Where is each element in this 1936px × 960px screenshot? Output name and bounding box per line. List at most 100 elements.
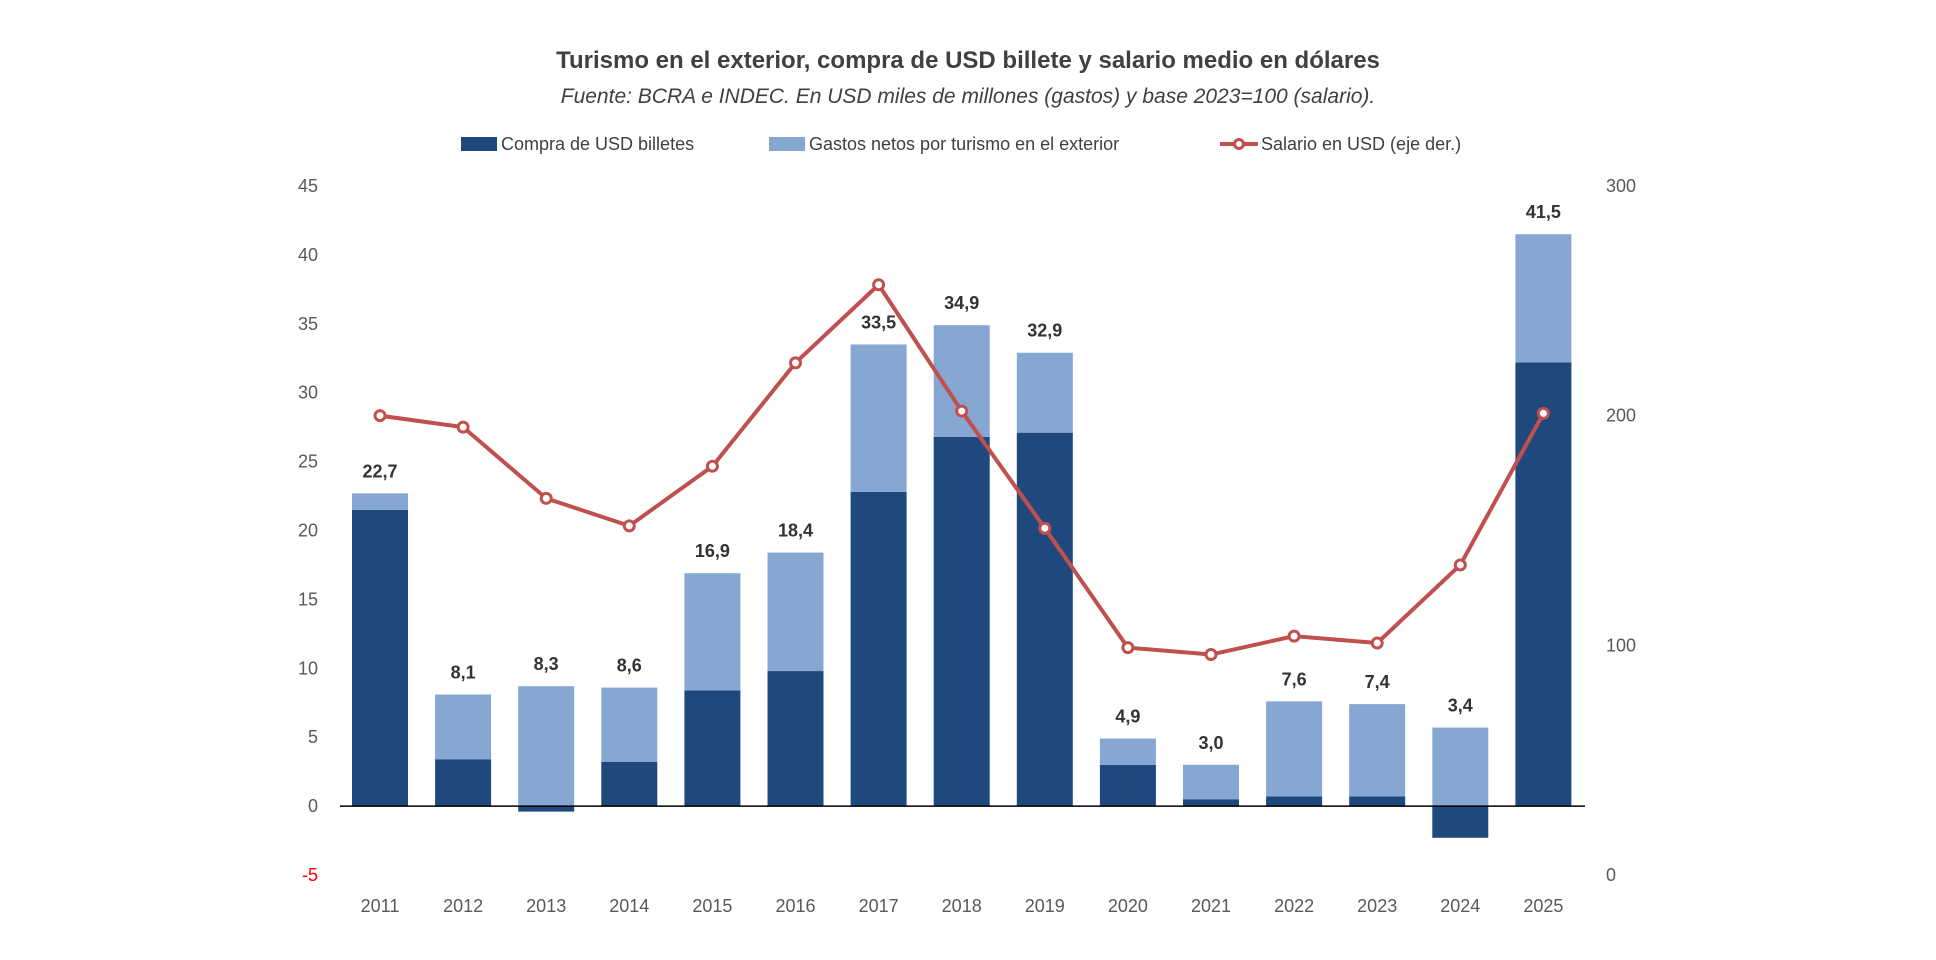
- total-data-label: 4,9: [1115, 707, 1140, 727]
- y-left-tick-label: 30: [298, 383, 318, 403]
- salary-point: [539, 491, 553, 505]
- salary-point: [373, 409, 387, 423]
- x-tick-label: 2011: [361, 896, 400, 916]
- bar-compra: [1432, 806, 1489, 838]
- chart-title: Turismo en el exterior, compra de USD bi…: [556, 47, 1380, 74]
- x-tick-label: 2017: [859, 896, 899, 916]
- total-data-label: 16,9: [695, 541, 730, 561]
- bar-gastos: [850, 344, 907, 492]
- bar-compra: [1266, 796, 1323, 807]
- salary-point: [872, 278, 886, 292]
- salary-point: [1287, 629, 1301, 643]
- y-left-tick-label: 15: [298, 589, 318, 609]
- salary-point: [1370, 636, 1384, 650]
- chart-subtitle: Fuente: BCRA e INDEC. En USD miles de mi…: [561, 85, 1376, 108]
- bar-compra: [601, 762, 658, 807]
- y-left-tick-label: 25: [298, 452, 318, 472]
- total-data-label: 8,3: [534, 654, 559, 674]
- salary-series: [373, 278, 1550, 662]
- legend-swatch-compra: [461, 137, 497, 151]
- bar-gastos: [352, 493, 408, 510]
- bar-compra: [435, 759, 492, 807]
- bar-gastos: [767, 552, 824, 672]
- y-left-tick-label: 35: [298, 314, 318, 334]
- bar-compra: [684, 690, 741, 807]
- x-tick-label: 2012: [443, 896, 483, 916]
- salary-point: [456, 420, 470, 434]
- x-tick-label: 2022: [1274, 896, 1314, 916]
- y-left-tick-label: 40: [298, 245, 318, 265]
- salary-point: [1121, 641, 1135, 655]
- total-data-label: 8,6: [617, 656, 642, 676]
- legend-item-compra: Compra de USD billetes: [461, 134, 694, 154]
- x-tick-label: 2014: [609, 896, 649, 916]
- salary-point: [1536, 406, 1550, 420]
- y-left-tick-label: 20: [298, 521, 318, 541]
- total-data-label: 34,9: [944, 293, 979, 313]
- total-data-label: 41,5: [1526, 202, 1561, 222]
- bar-gastos: [1266, 701, 1323, 797]
- y-left-tick-label: 10: [298, 658, 318, 678]
- x-tick-label: 2024: [1440, 896, 1480, 916]
- x-tick-label: 2020: [1108, 896, 1148, 916]
- bar-gastos: [1349, 704, 1406, 797]
- x-axis: 2011 2012 2013 2014 2015 2016 2017 2018 2019 2020…: [361, 896, 1564, 916]
- bar-compra: [933, 436, 990, 807]
- y-axis-left: 45 40 35 30 25 20 15 10 5 0 -5: [298, 176, 318, 885]
- bar-compra: [1099, 764, 1156, 807]
- total-data-label: 33,5: [861, 312, 896, 332]
- bar-compra: [1016, 432, 1073, 807]
- bar-compra: [1183, 799, 1239, 807]
- x-tick-label: 2025: [1523, 896, 1563, 916]
- salary-point: [1204, 648, 1218, 662]
- bar-gastos: [684, 573, 741, 691]
- y-left-tick-label: -5: [302, 865, 318, 885]
- legend-label-compra: Compra de USD billetes: [501, 134, 694, 154]
- bar-gastos: [1183, 764, 1239, 800]
- legend: Compra de USD billetes Gastos netos por …: [461, 134, 1461, 154]
- bars: [352, 234, 1572, 838]
- legend-marker-salario: [1233, 138, 1245, 150]
- y-left-tick-label: 45: [298, 176, 318, 196]
- total-data-label: 7,6: [1282, 669, 1307, 689]
- x-tick-label: 2015: [692, 896, 732, 916]
- legend-item-salario: Salario en USD (eje der.): [1220, 134, 1461, 154]
- total-data-label: 8,1: [451, 662, 476, 682]
- bar-compra: [850, 491, 907, 807]
- total-data-label: 18,4: [778, 521, 813, 541]
- x-tick-label: 2021: [1191, 896, 1231, 916]
- salary-point: [789, 356, 802, 370]
- bar-gastos: [1099, 738, 1156, 765]
- bar-compra: [518, 806, 575, 812]
- x-tick-label: 2013: [526, 896, 566, 916]
- bar-compra: [767, 671, 824, 807]
- legend-item-gastos: Gastos netos por turismo en el exterior: [769, 134, 1119, 154]
- x-tick-label: 2023: [1357, 896, 1397, 916]
- salary-point: [622, 519, 636, 533]
- y-right-tick-label: 300: [1606, 176, 1636, 196]
- y-right-tick-label: 0: [1606, 865, 1616, 885]
- total-data-label: 7,4: [1365, 672, 1390, 692]
- total-data-label: 3,0: [1198, 733, 1223, 753]
- bar-compra: [352, 509, 408, 807]
- data-labels: 22,7 8,1 8,3 8,6 16,9 18,4 33,5 34,9 32,9 4,9 3,0 7…: [362, 202, 1560, 753]
- y-axis-right: 300 200 100 0: [1606, 176, 1636, 885]
- total-data-label: 3,4: [1448, 696, 1473, 716]
- legend-label-salario: Salario en USD (eje der.): [1261, 134, 1461, 154]
- legend-label-gastos: Gastos netos por turismo en el exterior: [809, 134, 1119, 154]
- salary-point: [1038, 521, 1052, 535]
- salary-point: [1453, 558, 1467, 572]
- legend-swatch-gastos: [769, 137, 805, 151]
- total-data-label: 32,9: [1027, 321, 1062, 341]
- bar-gastos: [1016, 352, 1073, 433]
- x-tick-label: 2019: [1025, 896, 1065, 916]
- x-tick-label: 2016: [775, 896, 815, 916]
- y-left-tick-label: 0: [308, 796, 318, 816]
- salary-point: [955, 404, 969, 418]
- bar-gastos: [435, 694, 492, 760]
- y-left-tick-label: 5: [308, 727, 318, 747]
- salary-point: [705, 459, 719, 473]
- bar-gastos: [1432, 727, 1489, 807]
- bar-compra: [1349, 796, 1406, 807]
- bar-gastos: [518, 686, 575, 807]
